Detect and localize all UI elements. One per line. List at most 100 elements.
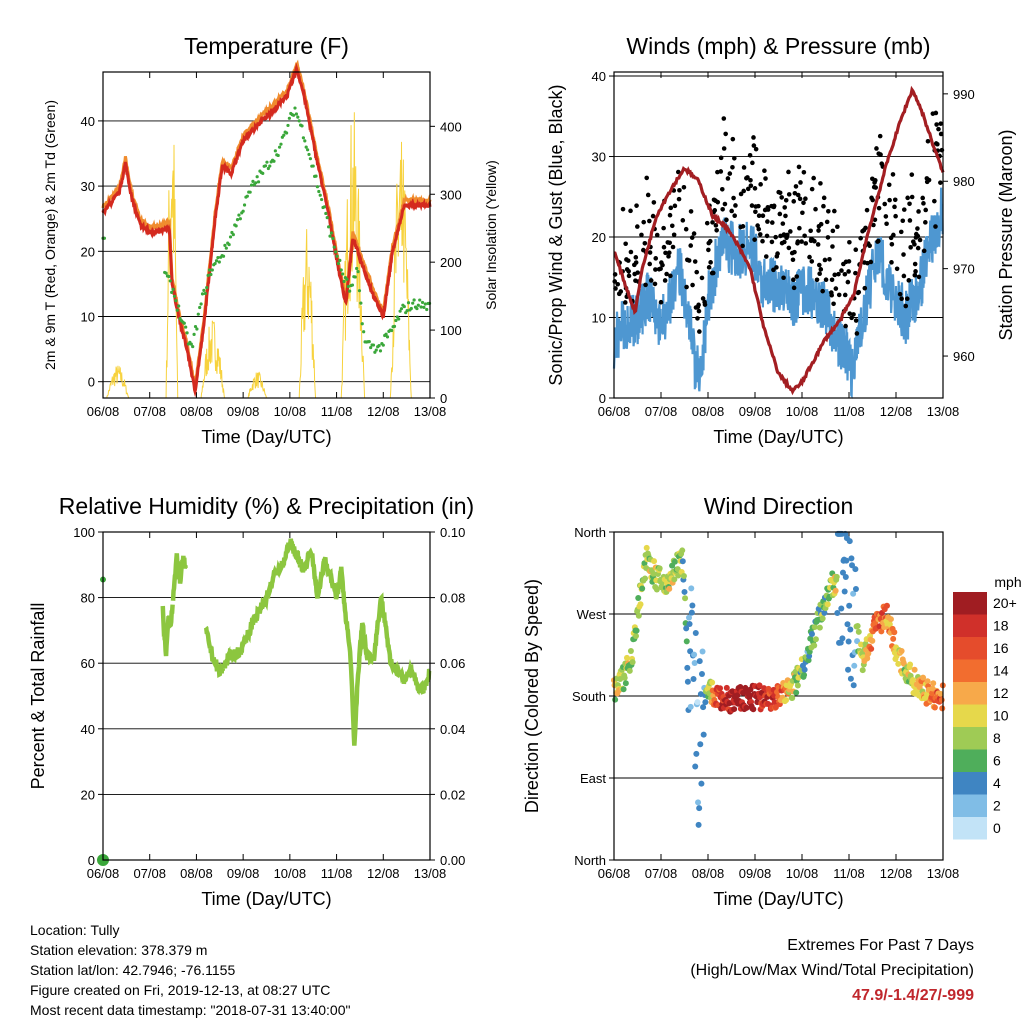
dewpoint-point bbox=[324, 211, 328, 216]
direction-point bbox=[811, 623, 818, 630]
direction-point bbox=[895, 660, 902, 667]
gust-point bbox=[839, 268, 844, 273]
dewpoint-point bbox=[418, 298, 422, 302]
gust-point bbox=[868, 259, 874, 265]
gust-point bbox=[818, 221, 824, 227]
gust-point bbox=[721, 116, 727, 121]
gust-point bbox=[938, 121, 944, 126]
gust-point bbox=[846, 259, 852, 264]
gust-point bbox=[650, 213, 656, 219]
dewpoint-point bbox=[279, 142, 283, 146]
dewpoint-point bbox=[357, 289, 362, 293]
gust-point bbox=[833, 286, 839, 291]
gust-point bbox=[748, 177, 753, 183]
dewpoint-point bbox=[314, 174, 318, 178]
direction-title: Wind Direction bbox=[704, 493, 854, 519]
dewpoint-point bbox=[409, 306, 413, 311]
y2-tick-label: 0.04 bbox=[440, 722, 465, 737]
rh-line bbox=[204, 538, 432, 746]
gust-point bbox=[780, 221, 786, 226]
legend-label: 12 bbox=[993, 685, 1009, 701]
gust-point bbox=[782, 205, 788, 210]
x-tick-label: 11/08 bbox=[321, 866, 353, 881]
gust-point bbox=[803, 196, 808, 202]
legend-label: 10 bbox=[993, 708, 1009, 724]
gust-point bbox=[915, 233, 921, 239]
direction-point bbox=[838, 605, 845, 612]
x-tick-label: 13/08 bbox=[414, 866, 447, 881]
gust-point bbox=[916, 274, 922, 280]
dewpoint-point bbox=[291, 113, 296, 117]
winds-chart: Winds (mph) & Pressure (mb) 06/08 07/08 08/… bbox=[546, 33, 1016, 447]
direction-point bbox=[671, 558, 678, 565]
direction-point bbox=[694, 699, 701, 706]
direction-point bbox=[684, 664, 691, 671]
dewpoint-point bbox=[254, 181, 258, 185]
dewpoint-point bbox=[385, 335, 390, 339]
y2-tick-label: 970 bbox=[953, 262, 975, 277]
gust-point bbox=[847, 239, 852, 245]
gust-point bbox=[788, 229, 793, 234]
y2-tick-label: 0.02 bbox=[440, 787, 465, 802]
gust-point bbox=[786, 192, 792, 197]
gust-point bbox=[853, 247, 859, 253]
gust-point bbox=[803, 241, 809, 246]
gust-point bbox=[801, 200, 806, 206]
gust-point bbox=[795, 192, 801, 198]
gust-point bbox=[907, 201, 912, 207]
direction-chart: Wind Direction 06/08 07/08 08/08 09/08 10/08 1… bbox=[522, 493, 959, 909]
dewpoint-point bbox=[311, 164, 315, 168]
gust-point bbox=[696, 302, 701, 308]
x-tick-label: 13/08 bbox=[927, 866, 960, 881]
gust-point bbox=[712, 208, 718, 213]
gust-point bbox=[791, 199, 797, 204]
rh-line bbox=[170, 553, 188, 601]
gust-point bbox=[913, 269, 918, 274]
gust-point bbox=[749, 203, 755, 208]
x-axis-label: Time (Day/UTC) bbox=[713, 427, 843, 447]
gust-point bbox=[727, 171, 733, 176]
gust-point bbox=[858, 235, 863, 241]
dewpoint-point bbox=[175, 308, 179, 312]
gust-point bbox=[785, 232, 790, 238]
y-tick-label: 20 bbox=[592, 230, 606, 245]
dewpoint-point bbox=[217, 260, 221, 264]
gust-point bbox=[702, 302, 708, 307]
gust-point bbox=[765, 219, 770, 224]
dewpoint-point bbox=[350, 283, 355, 287]
direction-point bbox=[633, 627, 640, 634]
gust-point bbox=[688, 243, 694, 248]
temperature-chart: Temperature (F) 06/08 07/08 08/08 09/08 10/08… bbox=[42, 33, 499, 447]
gust-point bbox=[781, 232, 787, 237]
dewpoint-point bbox=[191, 344, 195, 349]
direction-point bbox=[847, 626, 854, 633]
direction-point bbox=[686, 620, 693, 627]
x-tick-label: 08/08 bbox=[180, 866, 213, 881]
direction-point bbox=[852, 566, 859, 573]
x-tick-label: 07/08 bbox=[645, 866, 678, 881]
direction-point bbox=[698, 780, 705, 787]
gust-point bbox=[873, 185, 878, 190]
gust-point bbox=[907, 218, 913, 223]
x-tick-label: 06/08 bbox=[598, 866, 631, 881]
direction-point bbox=[931, 704, 938, 711]
y-tick-label: 40 bbox=[592, 69, 606, 84]
dewpoint-point bbox=[384, 332, 388, 336]
gust-point bbox=[908, 245, 913, 250]
gust-point bbox=[641, 219, 647, 225]
dewpoint-point bbox=[207, 268, 212, 272]
gust-point bbox=[756, 226, 762, 232]
dewpoint-point bbox=[356, 269, 360, 274]
direction-point bbox=[691, 651, 698, 658]
gust-point bbox=[791, 277, 796, 282]
gust-point bbox=[758, 182, 763, 187]
gust-point bbox=[757, 232, 763, 237]
direction-point bbox=[731, 706, 738, 713]
gust-point bbox=[783, 213, 788, 219]
dewpoint-point bbox=[167, 274, 171, 279]
legend-swatch bbox=[953, 817, 987, 840]
y2-tick-label: 0.00 bbox=[440, 853, 465, 868]
direction-point bbox=[824, 601, 831, 608]
direction-point bbox=[821, 609, 828, 616]
